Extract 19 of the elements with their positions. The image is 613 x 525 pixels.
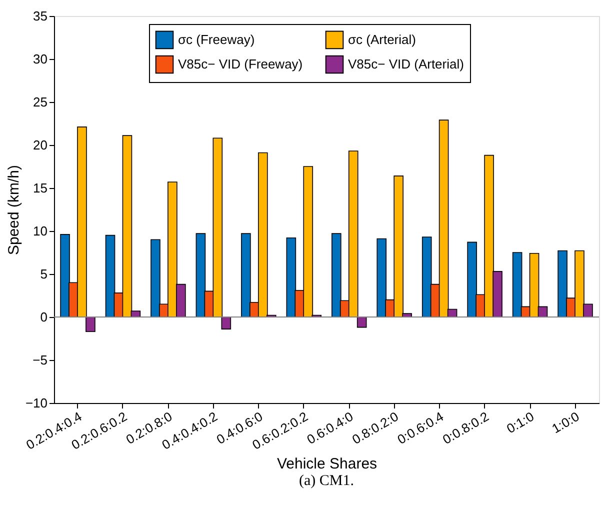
x-tick-label: 1:0:0 (549, 408, 582, 436)
y-tick-label: 5 (40, 266, 48, 282)
y-tick-label: −10 (25, 396, 48, 410)
y-axis-title: Speed (km/h) (5, 164, 22, 256)
text: (a) CM1. (299, 472, 354, 489)
y-tick-label: 0 (40, 310, 48, 324)
y-tick-label: 10 (33, 224, 48, 238)
y-tick-label: 15 (33, 180, 48, 196)
x-tick-label: 0:1:0 (504, 408, 537, 436)
legend-label: σc (Freeway) (178, 32, 255, 47)
y-tick-label: 30 (33, 52, 48, 66)
x-axis-title: Vehicle Shares (276, 455, 378, 472)
y-tick-label: 25 (33, 94, 48, 110)
y-tick-label: 35 (33, 8, 48, 24)
y-tick-label: −5 (32, 352, 48, 368)
legend-label: V85c− VID (Freeway) (178, 56, 303, 72)
legend-label: σc (Arterial) (348, 32, 416, 47)
y-tick-label: 20 (33, 138, 48, 152)
legend-label: V85c− VID (Arterial) (348, 56, 464, 72)
